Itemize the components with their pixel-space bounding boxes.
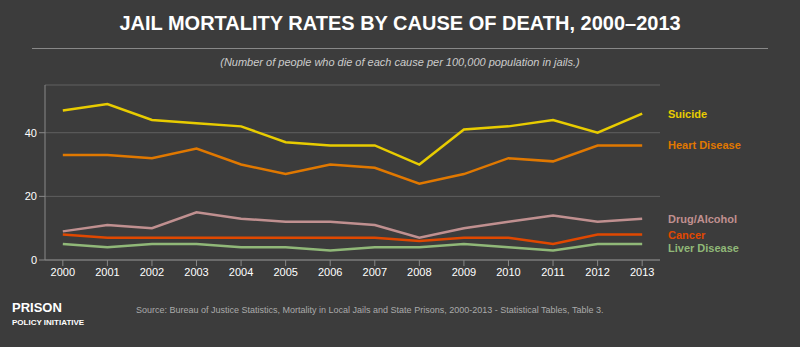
svg-text:2012: 2012: [585, 266, 609, 278]
html-text:Liver Disease: Liver Disease: [668, 241, 739, 254]
svg-text:2013: 2013: [630, 266, 654, 278]
svg-text:20: 20: [25, 190, 37, 202]
svg-text:2009: 2009: [452, 266, 476, 278]
html-text:Heart Disease: Heart Disease: [668, 139, 741, 152]
svg-text:2010: 2010: [496, 266, 520, 278]
svg-text:2005: 2005: [273, 266, 297, 278]
html-text:Suicide: Suicide: [668, 107, 708, 120]
html-text:Cancer: Cancer: [668, 228, 706, 241]
svg-text:2003: 2003: [184, 266, 208, 278]
svg-text:2002: 2002: [140, 266, 164, 278]
svg-text:2006: 2006: [318, 266, 342, 278]
svg-text:2004: 2004: [229, 266, 253, 278]
html-text:(Number of people who die of e: (Number of people who die of each cause …: [220, 56, 580, 68]
svg-text:2008: 2008: [407, 266, 431, 278]
svg-text:0: 0: [31, 254, 37, 266]
svg-text:2011: 2011: [541, 266, 565, 278]
html-text:PRISON: PRISON: [12, 300, 62, 315]
html-text:JAIL MORTALITY RATES BY CAUSE: JAIL MORTALITY RATES BY CAUSE OF DEATH, …: [119, 12, 681, 34]
html-text:Source: Bureau of Justice Stat: Source: Bureau of Justice Statistics, Mo…: [136, 305, 604, 315]
html-text:Drug/Alcohol: Drug/Alcohol: [668, 212, 738, 225]
svg-text:40: 40: [25, 127, 37, 139]
html-text:POLICY INITIATIVE: POLICY INITIATIVE: [12, 318, 85, 327]
svg-text:2000: 2000: [51, 266, 75, 278]
svg-text:2007: 2007: [363, 266, 387, 278]
svg-text:2001: 2001: [95, 266, 119, 278]
